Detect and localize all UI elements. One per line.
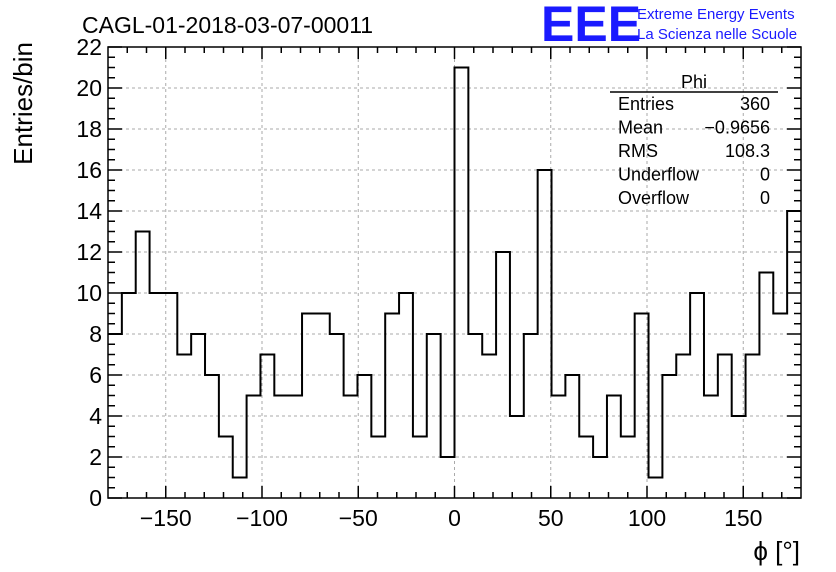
y-tick-label: 16 [76, 157, 102, 183]
y-tick-label: 12 [76, 239, 102, 265]
histogram-bar [205, 375, 219, 498]
histogram-bar [288, 396, 302, 499]
histogram-bar [316, 314, 330, 499]
histogram-bar [718, 355, 732, 499]
histogram-bar [163, 293, 177, 498]
stats-row-value: 360 [740, 94, 770, 114]
histogram-bar [357, 375, 371, 498]
histogram-bars [108, 66, 801, 499]
histogram-bar [468, 334, 482, 498]
histogram-bar [704, 396, 718, 499]
histogram-bar [565, 375, 579, 498]
stats-row-value: −0.9656 [704, 118, 770, 138]
y-tick-label: 6 [89, 362, 102, 388]
x-tick-label: −100 [236, 505, 288, 531]
stats-row-value: 0 [760, 188, 770, 208]
histogram-bar [219, 437, 233, 499]
y-tick-label: 18 [76, 116, 102, 142]
logo-line-2: La Scienza nelle Scuole [637, 26, 797, 43]
stats-box: Phi Entries 360 Mean −0.9656 RMS 108.3 Underfl… [610, 72, 778, 208]
stats-title: Phi [681, 72, 707, 92]
y-tick-label: 10 [76, 280, 102, 306]
tick-labels: −150 −100 −50 0 50 100 150 0 2 4 6 8 10 12 14 16 18 20 22 [76, 34, 762, 531]
histogram-bar [662, 375, 676, 498]
y-tick-label: 14 [76, 198, 102, 224]
y-tick-label: 2 [89, 444, 102, 470]
y-tick-label: 8 [89, 321, 102, 347]
x-tick-label: 50 [538, 505, 564, 531]
histogram-bar [593, 457, 607, 498]
eee-logo: EEE [541, 0, 641, 52]
stats-row-label: Entries [618, 94, 674, 114]
stats-row-label: Mean [618, 118, 663, 138]
histogram-bar [399, 293, 413, 498]
histogram-bar [247, 396, 261, 499]
histogram-bar [759, 273, 773, 499]
histogram-bar [496, 252, 510, 498]
histogram-bar [773, 314, 787, 499]
histogram-bar [732, 416, 746, 498]
x-tick-label: −50 [339, 505, 378, 531]
histogram-bar [607, 396, 621, 499]
histogram-bar [191, 334, 205, 498]
x-axis-label: ϕ [°] [753, 536, 800, 566]
histogram-bar [344, 396, 358, 499]
histogram-bar [302, 314, 316, 499]
stats-row-label: Overflow [618, 188, 690, 208]
y-tick-label: 4 [89, 403, 102, 429]
x-tick-label: 0 [448, 505, 461, 531]
histogram-bar [482, 355, 496, 499]
y-tick-label: 22 [76, 34, 102, 60]
histogram-outline [108, 66, 801, 479]
histogram-bar [524, 334, 538, 498]
chart-title: CAGL-01-2018-03-07-00011 [82, 12, 373, 38]
histogram-bar [330, 334, 344, 498]
histogram-bar [746, 355, 760, 499]
y-axis-label: Entries/bin [8, 42, 38, 165]
x-tick-label: 150 [724, 505, 762, 531]
grid-lines [108, 47, 801, 498]
histogram-bar [690, 293, 704, 498]
stats-row-label: RMS [618, 141, 658, 161]
histogram-bar [621, 437, 635, 499]
histogram-bar [260, 355, 274, 499]
histogram-bar [427, 334, 441, 498]
histogram-bar [233, 478, 247, 499]
histogram-bar [552, 396, 566, 499]
y-tick-label: 20 [76, 75, 102, 101]
histogram-bar [274, 396, 288, 499]
histogram-bar [510, 416, 524, 498]
histogram-bar [122, 293, 136, 498]
histogram-bar [538, 170, 552, 498]
x-tick-label: 100 [628, 505, 666, 531]
histogram-bar [441, 457, 455, 498]
y-tick-label: 0 [89, 485, 102, 511]
histogram-bar [413, 437, 427, 499]
histogram-bar [371, 437, 385, 499]
histogram-bar [455, 68, 469, 499]
logo-line-1: Extreme Energy Events [637, 6, 795, 23]
histogram-bar [579, 437, 593, 499]
histogram-bar [136, 232, 150, 499]
stats-row-value: 108.3 [725, 141, 770, 161]
histogram-bar [385, 314, 399, 499]
x-tick-label: −150 [140, 505, 192, 531]
axis-ticks [108, 46, 801, 499]
histogram-bar [649, 478, 663, 499]
stats-row-label: Underflow [618, 165, 700, 185]
histogram-bar [635, 314, 649, 499]
histogram-bar [676, 355, 690, 499]
stats-row-value: 0 [760, 165, 770, 185]
histogram-bar [150, 293, 164, 498]
histogram-bar [177, 355, 191, 499]
